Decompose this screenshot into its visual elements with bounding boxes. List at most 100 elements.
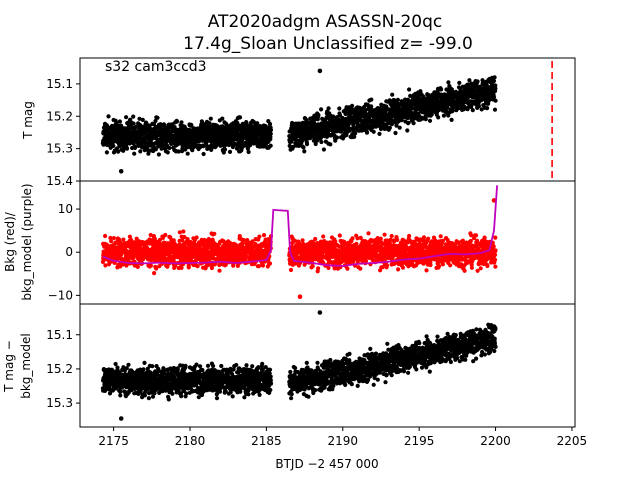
tmag-point	[227, 149, 233, 154]
tmag-point	[114, 120, 119, 125]
tmag-point	[111, 143, 116, 148]
bkg-point	[337, 233, 342, 238]
bkg-point	[396, 267, 401, 272]
bkg-point	[350, 236, 355, 241]
bkg-point	[163, 232, 168, 238]
tmag-point	[268, 127, 274, 133]
tmag-point	[153, 147, 158, 152]
tmag-point	[268, 143, 273, 148]
tmag-point	[369, 97, 374, 102]
tmag-point	[491, 78, 496, 84]
mid-points-layer	[100, 198, 498, 300]
bkg-point	[257, 234, 262, 239]
tmag-point	[128, 117, 133, 122]
bkg-point	[407, 233, 412, 239]
tmag-point	[333, 138, 338, 143]
tmag-point	[159, 146, 164, 151]
bkg-point	[121, 237, 126, 242]
bkg-point	[313, 236, 318, 242]
tmag-point	[117, 119, 122, 124]
tmag-point	[237, 115, 243, 120]
chart-title-line1: AT2020adgm ASASSN-20qc	[208, 12, 443, 32]
bkg-point	[111, 236, 116, 241]
top-y-tick-label: 15.4	[46, 174, 73, 188]
tmag-point	[174, 119, 180, 124]
tmag-point	[328, 142, 333, 147]
bkg-point	[241, 238, 246, 243]
bkg-point	[217, 268, 222, 273]
tmag-point	[156, 152, 161, 157]
tmag-point	[301, 145, 306, 150]
tmag-point	[319, 107, 324, 112]
tmag-point	[485, 106, 490, 111]
tmag-point	[167, 145, 172, 151]
tmag-point	[316, 112, 321, 118]
bkg-point	[194, 235, 199, 240]
tmag-point	[364, 130, 370, 135]
tmag-point	[407, 87, 412, 92]
bkg-point	[212, 231, 217, 236]
tmag-point	[267, 121, 273, 127]
bkg-point	[424, 268, 429, 273]
tmag-point	[344, 132, 349, 138]
chart-title-line2: 17.4g_Sloan Unclassified z= -99.0	[183, 34, 473, 54]
bkg-point	[181, 229, 186, 234]
tmag-point	[475, 79, 480, 84]
tmag-point	[395, 97, 400, 102]
tmag-point	[397, 125, 402, 130]
top-y-tick-label: 15.3	[46, 142, 73, 156]
top-points-layer	[100, 68, 498, 174]
tmag-point	[132, 145, 138, 150]
bkg-point	[345, 266, 350, 271]
tmag-point	[116, 149, 121, 154]
tmag-point	[405, 128, 410, 133]
tmag-point	[246, 149, 251, 155]
bkg-point	[426, 236, 431, 241]
tmag-point	[209, 146, 214, 151]
tmag-point	[436, 115, 441, 120]
bkg-point	[186, 265, 191, 270]
tmag-point	[429, 112, 434, 117]
tmag-point	[493, 86, 498, 91]
tmag-point	[222, 147, 228, 152]
tmag-point	[377, 131, 382, 136]
tmag-point	[165, 150, 170, 155]
tmag-point	[220, 116, 225, 121]
bkg-point	[395, 237, 400, 242]
tmag-point	[140, 145, 145, 150]
bkg-point	[382, 232, 387, 237]
sector-annotation: s32 cam3ccd3	[105, 59, 207, 75]
tmag-point	[492, 107, 498, 112]
tmag-point	[476, 104, 481, 109]
top-y-axis: 15.115.215.315.4	[46, 77, 80, 188]
bkg-point	[428, 262, 433, 268]
bkg-point	[366, 231, 371, 236]
tmag-point	[207, 121, 212, 126]
tmag-point	[155, 115, 160, 120]
tmag-point	[371, 129, 376, 134]
bkg-point	[261, 233, 267, 238]
tmag-point	[185, 151, 190, 156]
tmag-point	[106, 114, 111, 119]
bkg-point	[384, 263, 390, 268]
tmag-point	[427, 118, 433, 123]
tmag-point	[268, 131, 273, 136]
bkg-point	[177, 230, 182, 235]
tmag-point	[302, 149, 307, 154]
tmag-point	[493, 98, 498, 103]
tmag-point	[390, 92, 395, 97]
bkg-point	[321, 234, 326, 239]
tmag-point	[470, 108, 475, 113]
tmag-point	[240, 138, 245, 143]
tmag-point	[224, 121, 229, 126]
bkg-point	[310, 264, 315, 269]
panel-top: 15.115.215.315.4 s32 cam3ccd3 T mag	[21, 57, 576, 188]
tmag-point	[337, 106, 342, 111]
tmag-point	[492, 75, 497, 80]
bkg-point	[148, 263, 153, 268]
tmag-point	[138, 149, 143, 154]
bkg-point	[354, 241, 359, 246]
tmag-point	[350, 103, 355, 108]
tmag-point	[104, 150, 109, 155]
tmag-point	[176, 149, 181, 154]
